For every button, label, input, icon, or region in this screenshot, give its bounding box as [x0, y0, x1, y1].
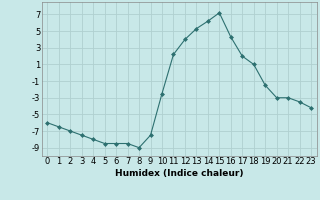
X-axis label: Humidex (Indice chaleur): Humidex (Indice chaleur)	[115, 169, 244, 178]
